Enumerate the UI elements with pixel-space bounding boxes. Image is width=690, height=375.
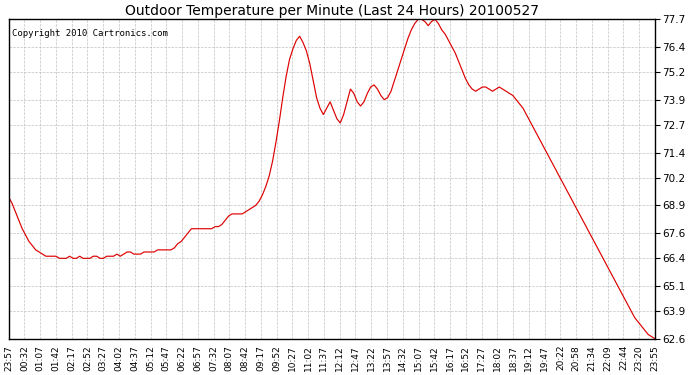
Title: Outdoor Temperature per Minute (Last 24 Hours) 20100527: Outdoor Temperature per Minute (Last 24 …	[125, 4, 539, 18]
Text: Copyright 2010 Cartronics.com: Copyright 2010 Cartronics.com	[12, 29, 168, 38]
